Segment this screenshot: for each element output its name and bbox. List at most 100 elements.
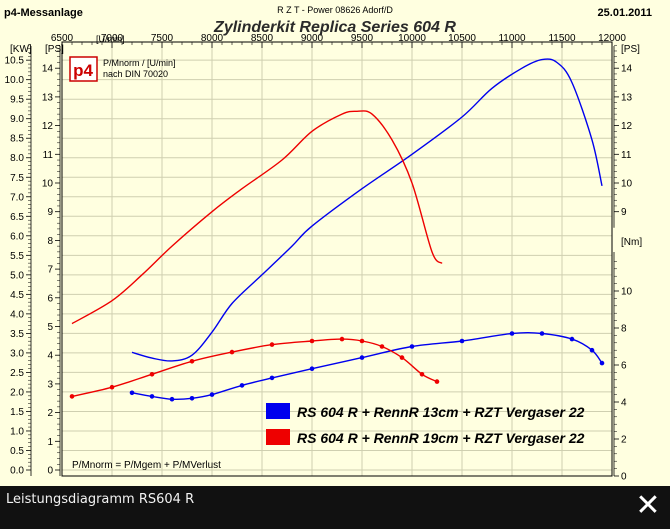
kw-tick-label: 10.0	[5, 75, 25, 86]
ps-tick-label: 1	[47, 437, 53, 448]
torque-point-series-0	[209, 392, 215, 397]
torque-curve-series-0	[131, 332, 603, 400]
torque-point-series-1	[434, 379, 440, 384]
torque-point-series-0	[269, 375, 275, 381]
torque-point-series-0	[459, 338, 465, 344]
x-tick-label: 7500	[151, 33, 174, 44]
caption-bar: Leistungsdiagramm RS604 R ✕	[0, 486, 670, 529]
ps-tick-label: 11	[43, 150, 54, 161]
kw-tick-label: 0.0	[10, 466, 24, 477]
kw-tick-label: 9.5	[10, 95, 24, 106]
kw-unit-label: [KW]	[10, 44, 32, 55]
kw-tick-label: 6.5	[10, 212, 24, 223]
kw-tick-label: 3.5	[10, 329, 24, 340]
torque-point-series-0	[309, 366, 315, 372]
torque-point-series-0	[149, 394, 155, 399]
torque-point-series-0	[569, 336, 575, 342]
torque-point-series-1	[69, 394, 75, 399]
x-tick-label: 7000	[101, 33, 124, 44]
torque-point-series-0	[509, 331, 515, 336]
kw-tick-label: 0.5	[10, 446, 24, 457]
legend: RS 604 R + RennR 13cm + RZT Vergaser 22 …	[266, 403, 585, 446]
torque-point-series-1	[399, 355, 405, 360]
ps-tick-label: 4	[47, 351, 53, 362]
kw-tick-label: 7.0	[10, 192, 24, 203]
power-curve-series-0	[131, 58, 603, 362]
chart-title: Zylinderkit Replica Series 604 R	[213, 19, 456, 36]
company-line: R Z T - Power 08626 Adorf/D	[277, 5, 393, 15]
nm-tick-label: 4	[621, 398, 627, 409]
kw-tick-label: 9.0	[10, 114, 24, 125]
ps-tick-label: 12	[42, 121, 54, 132]
torque-point-series-0	[589, 347, 595, 353]
kw-tick-label: 1.5	[10, 407, 24, 418]
torque-point-series-1	[359, 338, 365, 344]
plot-frame	[61, 41, 613, 477]
app-name: p4-Messanlage	[4, 7, 83, 19]
legend-swatch-red	[266, 429, 290, 445]
nm-tick-label: 8	[621, 324, 627, 335]
note-line-1: P/Mnorm / [U/min]	[103, 58, 176, 68]
ps-right-tick-label: 14	[621, 64, 633, 75]
ps-right-tick-label: 11	[621, 150, 632, 161]
kw-tick-label: 4.5	[10, 290, 24, 301]
torque-point-series-0	[189, 396, 195, 401]
torque-point-series-1	[269, 342, 275, 347]
ps-right-tick-label: 13	[621, 92, 633, 103]
ps-right-tick-label: 10	[621, 179, 633, 190]
ps-tick-label: 7	[47, 265, 53, 276]
nm-tick-label: 6	[621, 361, 627, 372]
x-tick-label: 12000	[598, 33, 626, 44]
test-date: 25.01.2011	[598, 7, 652, 19]
image-caption: Leistungsdiagramm RS604 R	[6, 492, 195, 507]
kw-tick-label: 2.0	[10, 387, 24, 398]
legend-swatch-blue	[266, 403, 290, 419]
nm-unit-label: [Nm]	[621, 237, 642, 248]
ps-right-tick-label: 9	[621, 207, 627, 218]
torque-point-series-1	[149, 372, 155, 377]
ps-tick-label: 2	[47, 408, 53, 419]
x-tick-label: 8500	[251, 33, 274, 44]
x-tick-label: 9500	[351, 33, 374, 44]
kw-tick-label: 3.0	[10, 348, 24, 359]
ps-right-unit-label: [PS]	[621, 44, 640, 55]
legend-label-blue: RS 604 R + RennR 13cm + RZT Vergaser 22	[297, 404, 585, 420]
torque-point-series-0	[359, 355, 365, 360]
nm-tick-label: 10	[621, 287, 633, 298]
ps-right-tick-label: 12	[621, 121, 633, 132]
x-tick-label: 11000	[498, 33, 526, 44]
kw-tick-label: 6.0	[10, 231, 24, 242]
kw-tick-label: 1.0	[10, 426, 24, 437]
kw-tick-label: 10.5	[5, 56, 25, 67]
ps-tick-label: 0	[47, 466, 53, 477]
torque-point-series-1	[339, 336, 345, 342]
torque-point-series-1	[309, 338, 315, 344]
torque-point-series-0	[169, 396, 175, 402]
x-tick-label: 10000	[398, 33, 426, 44]
logo: p4	[69, 56, 98, 82]
x-unit-label: [U/min]	[96, 34, 125, 44]
ps-tick-label: 10	[42, 179, 54, 190]
ps-tick-label: 3	[47, 379, 53, 390]
x-tick-label: 8000	[201, 33, 224, 44]
close-button[interactable]: ✕	[634, 489, 662, 523]
x-tick-label: 9000	[301, 33, 324, 44]
torque-point-series-1	[189, 359, 195, 364]
ps-unit-label: [PS]	[45, 44, 64, 55]
ps-tick-label: 5	[47, 322, 53, 333]
logo-text: p4	[73, 61, 93, 80]
ps-tick-label: 14	[42, 64, 54, 75]
x-tick-label: 6500	[51, 33, 74, 44]
torque-point-series-1	[419, 372, 425, 377]
kw-tick-label: 4.0	[10, 309, 24, 320]
torque-point-series-0	[539, 331, 545, 336]
ps-tick-label: 8	[47, 236, 53, 247]
torque-point-series-0	[409, 344, 415, 349]
kw-tick-label: 5.0	[10, 270, 24, 281]
power-curve-series-1	[71, 110, 443, 325]
kw-tick-label: 5.5	[10, 251, 24, 262]
note-line-2: nach DIN 70020	[103, 69, 168, 79]
x-tick-label: 11500	[548, 33, 576, 44]
formula-note: P/Mnorm = P/Mgem + P/MVerlust	[72, 460, 221, 471]
ps-tick-label: 6	[47, 293, 53, 304]
